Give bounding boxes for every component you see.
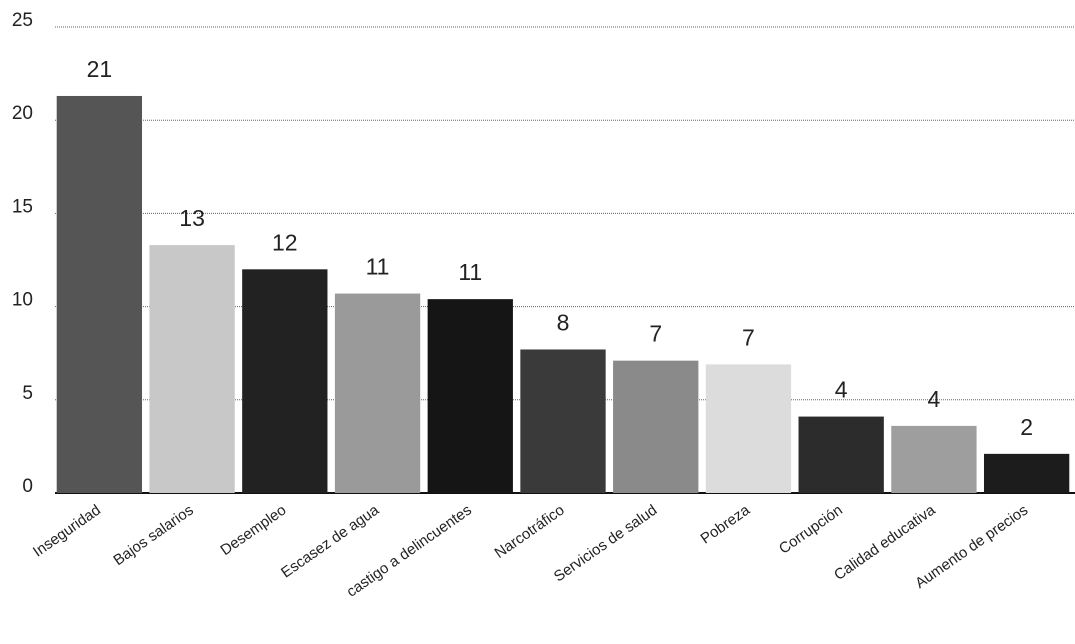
value-label: 7 [742, 324, 755, 350]
bar [705, 364, 792, 493]
y-tick-label: 25 [12, 10, 33, 31]
x-tick-label: Inseguridad [30, 502, 104, 561]
value-label: 11 [458, 259, 482, 285]
y-tick-label: 20 [12, 103, 33, 124]
bar [983, 453, 1070, 493]
value-label: 13 [179, 205, 205, 231]
bar [613, 360, 699, 493]
y-tick-label: 5 [22, 383, 33, 404]
value-label: 7 [649, 321, 662, 347]
x-tick-label: Pobreza [698, 501, 754, 547]
bar [242, 269, 328, 493]
x-tick-label: Narcotráfico [492, 502, 568, 562]
bar [56, 95, 143, 493]
bar [520, 349, 606, 493]
y-tick-label: 0 [22, 476, 33, 497]
x-tick-label: Desempleo [217, 502, 289, 559]
value-label: 4 [835, 377, 848, 403]
x-tick-label: Corrupción [776, 502, 846, 558]
value-label: 11 [366, 254, 390, 280]
x-tick-label: Bajos salarios [110, 502, 196, 569]
bar [334, 293, 421, 493]
bar [427, 299, 513, 493]
value-label: 12 [272, 229, 298, 255]
y-tick-label: 10 [12, 290, 33, 311]
value-label: 4 [928, 386, 941, 412]
bar [891, 425, 977, 493]
value-label: 8 [557, 310, 570, 336]
bar [798, 416, 884, 493]
value-label: 2 [1020, 414, 1033, 440]
y-tick-label: 15 [12, 196, 33, 217]
bar [149, 245, 235, 493]
x-tick-label: Servicios de salud [551, 502, 660, 586]
value-label: 21 [87, 56, 113, 82]
